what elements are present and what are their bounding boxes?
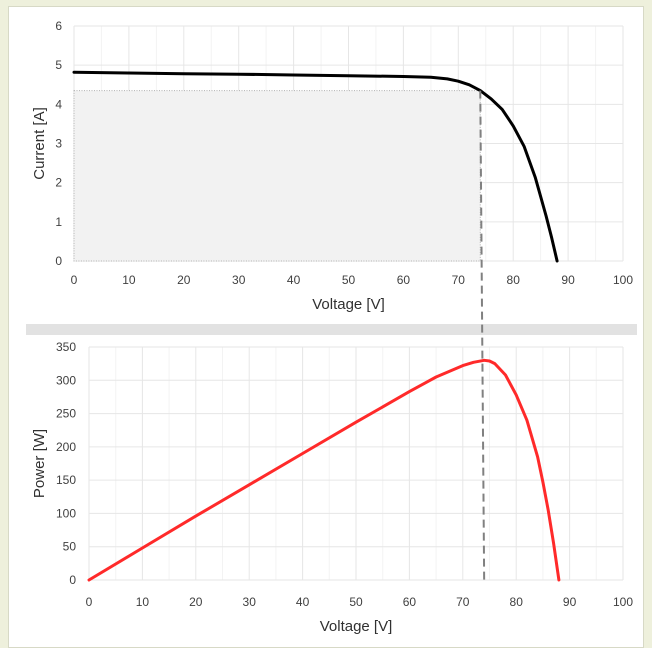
x-tick-label: 20: [189, 595, 203, 609]
x-tick-label: 50: [349, 595, 363, 609]
series-line: [72, 70, 559, 263]
y-tick-label: 150: [56, 473, 76, 487]
x-tick-label: 0: [71, 273, 78, 287]
x-tick-label: 60: [403, 595, 417, 609]
x-tick-label: 40: [296, 595, 310, 609]
y-tick-label: 200: [56, 440, 76, 454]
x-tick-label: 70: [452, 273, 466, 287]
y-axis-label: Current [A]: [31, 107, 48, 180]
y-tick-label: 4: [55, 97, 62, 111]
y-tick-label: 300: [56, 373, 76, 387]
y-tick-label: 50: [63, 540, 77, 554]
x-axis-label: Voltage [V]: [320, 618, 393, 635]
x-tick-label: 0: [86, 595, 93, 609]
pv-chart: 0 10 20 30 40 50 60 70 80 90 100 0 50 100 150 200 250 300…: [31, 340, 633, 635]
y-tick-label: 3: [55, 137, 62, 151]
y-tick-label: 5: [55, 58, 62, 72]
x-tick-label: 90: [561, 273, 575, 287]
x-tick-label: 20: [177, 273, 191, 287]
x-tick-label: 80: [507, 273, 521, 287]
y-tick-label: 6: [55, 19, 62, 33]
x-axis-label: Voltage [V]: [312, 296, 385, 313]
x-tick-label: 30: [243, 595, 257, 609]
mpp-dashed-line: [479, 90, 486, 581]
mpp-rectangle: [73, 90, 481, 262]
x-tick-label: 100: [613, 273, 633, 287]
panel-separator: [26, 324, 637, 335]
x-tick-label: 10: [122, 273, 136, 287]
x-tick-label: 90: [563, 595, 577, 609]
iv-chart: 0 10 20 30 40 50 60 70 80 90 100 0 1 2 3 4 5 6 Voltage [V]…: [31, 19, 633, 313]
y-tick-label: 2: [55, 176, 62, 190]
y-tick-label: 0: [55, 254, 62, 268]
y-tick-label: 250: [56, 407, 76, 421]
x-tick-label: 70: [456, 595, 470, 609]
x-tick-label: 50: [342, 273, 356, 287]
y-tick-label: 0: [69, 573, 76, 587]
x-tick-label: 80: [510, 595, 524, 609]
x-tick-label: 10: [136, 595, 150, 609]
y-tick-label: 350: [56, 340, 76, 354]
x-tick-label: 30: [232, 273, 246, 287]
x-tick-label: 100: [613, 595, 633, 609]
y-axis-label: Power [W]: [31, 429, 48, 498]
x-tick-label: 40: [287, 273, 301, 287]
y-tick-label: 100: [56, 506, 76, 520]
y-tick-label: 1: [55, 215, 62, 229]
x-tick-label: 60: [397, 273, 411, 287]
series-line: [87, 358, 561, 582]
